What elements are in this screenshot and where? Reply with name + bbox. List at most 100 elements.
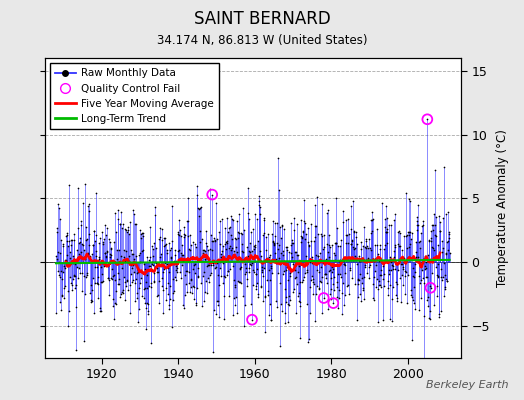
Point [393,280,401,287]
Point [238,248,247,254]
Point [81,274,90,280]
Point [300,236,309,242]
Point [333,278,341,285]
Point [264,288,272,294]
Point [346,256,354,263]
Point [54,272,63,279]
Point [304,242,313,248]
Point [322,256,331,263]
Point [271,256,280,263]
Point [102,232,110,238]
Point [103,225,111,231]
Point [277,250,285,256]
Point [437,274,445,280]
Point [244,268,253,275]
Point [248,248,257,254]
Point [155,278,163,284]
Point [196,228,204,234]
Point [146,254,155,260]
Point [187,276,195,283]
Point [313,194,321,200]
Point [205,256,213,262]
Point [243,282,251,289]
Point [105,292,113,298]
Point [87,299,95,305]
Point [77,218,85,224]
Point [218,254,226,260]
Point [143,300,151,306]
Point [147,279,155,286]
Point [179,252,187,258]
Point [411,249,420,255]
Point [282,299,290,305]
Point [137,231,146,238]
Point [306,259,314,265]
Point [162,247,171,254]
Point [392,279,401,286]
Point [183,217,192,224]
Point [359,285,367,292]
Point [119,254,128,260]
Point [230,277,238,283]
Point [70,272,78,278]
Point [438,238,446,244]
Point [339,207,347,214]
Point [434,310,443,317]
Point [173,231,182,237]
Point [72,304,81,310]
Point [443,238,452,245]
Point [224,228,232,235]
Point [99,239,107,245]
Point [126,310,134,317]
Point [369,257,377,263]
Point [297,217,305,224]
Point [408,230,416,236]
Point [53,200,62,207]
Point [238,241,246,248]
Point [339,219,347,226]
Point [140,261,148,267]
Point [127,271,135,278]
Point [154,269,162,275]
Point [129,277,138,284]
Point [190,284,198,290]
Point [443,278,452,284]
Point [401,291,409,298]
Point [379,316,388,323]
Point [440,163,449,170]
Point [130,269,138,275]
Point [163,265,172,272]
Point [90,228,98,234]
Point [406,241,414,247]
Point [442,251,450,257]
Point [423,116,432,122]
Point [265,252,274,258]
Point [328,242,336,248]
Point [108,273,117,279]
Point [240,322,248,329]
Point [201,256,210,262]
Point [370,274,379,280]
Point [440,260,448,266]
Point [67,237,75,243]
Point [88,250,96,257]
Point [250,243,258,250]
Point [211,237,219,244]
Point [121,279,129,285]
Point [281,286,289,292]
Point [436,308,445,314]
Point [75,240,83,246]
Point [365,274,374,281]
Point [212,200,220,206]
Point [380,246,388,252]
Point [198,258,206,264]
Point [238,258,246,264]
Point [275,242,283,248]
Point [185,289,194,295]
Point [98,279,106,285]
Point [312,223,321,229]
Point [156,234,164,240]
Point [162,296,170,303]
Point [56,216,64,222]
Point [287,220,296,226]
